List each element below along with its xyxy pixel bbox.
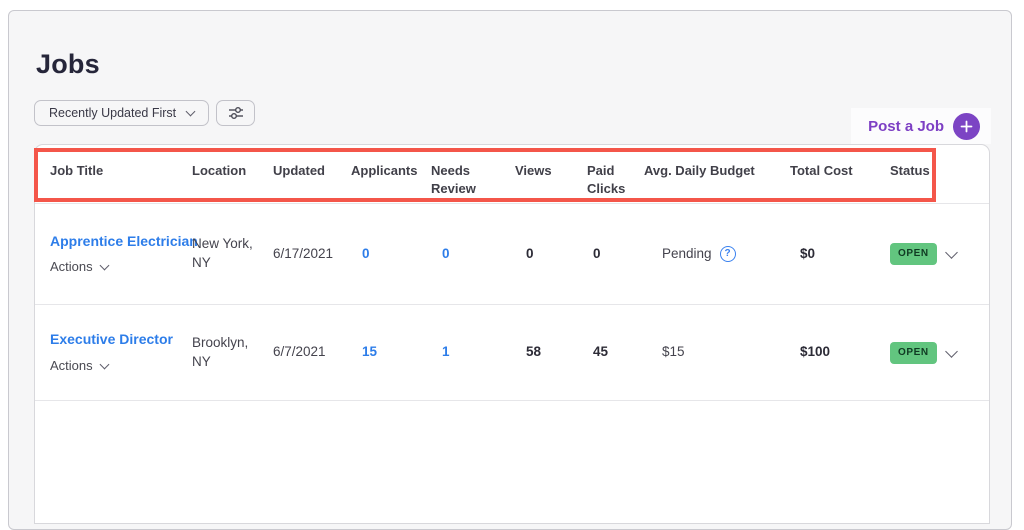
column-header-updated: Updated xyxy=(273,163,325,178)
avg-daily-budget-value: Pending xyxy=(662,245,712,261)
page-title: Jobs xyxy=(36,49,100,79)
chevron-down-icon xyxy=(99,359,110,370)
jobs-page-panel: Jobs Recently Updated First Post a Job J… xyxy=(8,10,1012,530)
views-cell: 58 xyxy=(526,344,542,360)
total-cost-cell: $0 xyxy=(800,245,816,261)
paid-clicks-cell: 0 xyxy=(593,245,601,261)
table-header-row: Job Title Location Updated Applicants Ne… xyxy=(35,145,989,204)
column-header-needs-review: Needs Review xyxy=(431,163,476,197)
plus-icon[interactable] xyxy=(953,112,980,140)
column-header-status: Status xyxy=(890,163,930,178)
sort-dropdown-label: Recently Updated First xyxy=(49,106,177,120)
table-row: Apprentice Electrician Actions New York,… xyxy=(35,204,989,305)
filter-button[interactable] xyxy=(216,100,255,126)
location-cell: New York, NY xyxy=(192,236,253,270)
applicants-link[interactable]: 15 xyxy=(362,344,378,360)
jobs-table-card: Job Title Location Updated Applicants Ne… xyxy=(34,144,990,524)
help-icon[interactable]: ? xyxy=(719,245,736,262)
updated-cell: 6/17/2021 xyxy=(273,245,334,261)
sliders-icon xyxy=(228,106,244,120)
actions-dropdown[interactable]: Actions xyxy=(50,258,184,276)
total-cost-cell: $100 xyxy=(800,344,831,360)
actions-label: Actions xyxy=(50,357,93,373)
column-header-total-cost: Total Cost xyxy=(790,163,853,178)
post-a-job-area: Post a Job xyxy=(851,108,991,144)
sort-dropdown[interactable]: Recently Updated First xyxy=(34,100,210,126)
chevron-down-icon[interactable] xyxy=(944,246,958,259)
post-a-job-link[interactable]: Post a Job xyxy=(868,117,944,135)
column-header-job-title: Job Title xyxy=(50,163,104,178)
actions-label: Actions xyxy=(50,259,93,275)
column-header-location: Location xyxy=(192,163,247,178)
actions-dropdown[interactable]: Actions xyxy=(50,357,184,375)
job-title-link[interactable]: Executive Director xyxy=(50,331,173,348)
applicants-link[interactable]: 0 xyxy=(362,245,370,261)
column-header-applicants: Applicants xyxy=(351,163,418,178)
column-header-paid-clicks: Paid Clicks xyxy=(587,163,626,197)
location-cell: Brooklyn, NY xyxy=(192,334,249,369)
table-row: Executive Director Actions Brooklyn, NY … xyxy=(35,305,989,401)
status-badge[interactable]: OPEN xyxy=(890,341,937,364)
job-title-link[interactable]: Apprentice Electrician xyxy=(50,232,198,249)
paid-clicks-cell: 45 xyxy=(593,344,609,360)
needs-review-link[interactable]: 0 xyxy=(442,245,450,261)
needs-review-link[interactable]: 1 xyxy=(442,344,450,360)
avg-daily-budget-value: $15 xyxy=(662,344,685,360)
column-header-avg-daily-budget: Avg. Daily Budget xyxy=(644,163,755,178)
chevron-down-icon xyxy=(99,260,110,271)
chevron-down-icon xyxy=(185,106,196,117)
views-cell: 0 xyxy=(526,245,534,261)
updated-cell: 6/7/2021 xyxy=(273,344,326,360)
status-badge[interactable]: OPEN xyxy=(890,243,937,265)
column-header-views: Views xyxy=(515,163,552,178)
chevron-down-icon[interactable] xyxy=(944,344,958,358)
